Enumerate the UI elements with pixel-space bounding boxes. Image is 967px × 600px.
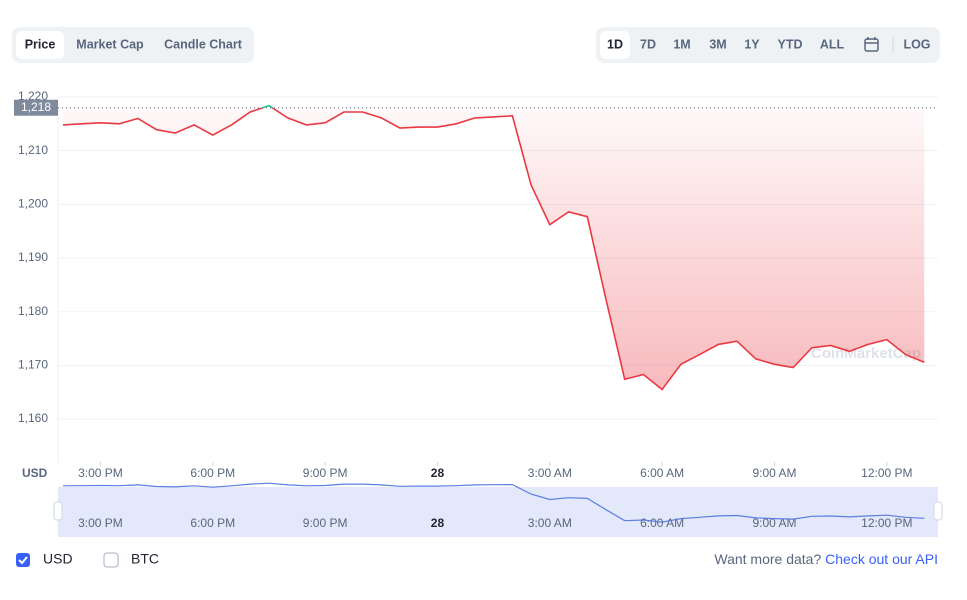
range-bar [596, 27, 940, 63]
footer-text: Want more data? [714, 551, 821, 567]
x-tick-label: 12:00 PM [861, 466, 912, 480]
y-tick-label: 1,220 [18, 89, 48, 103]
nav-tick-label: 6:00 AM [640, 516, 684, 530]
check-mark [18, 556, 28, 565]
nav-handle[interactable] [53, 501, 63, 521]
y-tick-label: 1,170 [18, 358, 48, 372]
range-button[interactable]: 7D [640, 37, 656, 51]
range-button[interactable]: 1D [607, 37, 623, 51]
range-active [600, 31, 630, 59]
nav-line [62, 482, 925, 523]
currency-label[interactable]: USD [43, 551, 73, 567]
navigator [58, 487, 938, 537]
nav-tick-label: 9:00 PM [303, 516, 348, 530]
api-link[interactable]: Check out our API [825, 551, 938, 567]
nav-tick-label: 6:00 PM [190, 516, 235, 530]
range-button[interactable]: YTD [778, 37, 803, 51]
x-tick-label: 28 [431, 466, 445, 480]
log-button[interactable]: LOG [903, 37, 930, 51]
footer: Want more data? Check out our API [714, 551, 938, 567]
y-tick-label: 1,210 [18, 143, 48, 157]
nav-tick-label: 28 [431, 516, 445, 530]
watermark: CoinMarketCap [811, 345, 921, 362]
nav-tick-label: 3:00 AM [528, 516, 572, 530]
y-tick-label: 1,190 [18, 250, 48, 264]
y-tick-label: 1,200 [18, 197, 48, 211]
nav-handle[interactable] [933, 501, 943, 521]
range-button[interactable]: 1Y [744, 37, 760, 51]
x-tick-label: 3:00 PM [78, 466, 123, 480]
y-tick-label: 1,160 [18, 411, 48, 425]
nav-tick-label: 9:00 AM [752, 516, 796, 530]
y-axis-label: USD [22, 466, 48, 480]
reference-badge [14, 99, 58, 116]
currency-label[interactable]: BTC [131, 551, 159, 567]
nav-tick-label: 12:00 PM [861, 516, 912, 530]
x-tick-label: 6:00 PM [190, 466, 235, 480]
tab[interactable]: Price [25, 37, 56, 51]
nav-tick-label: 3:00 PM [78, 516, 123, 530]
price-line [62, 107, 925, 391]
area [63, 107, 925, 390]
range-button[interactable]: 1M [673, 37, 690, 51]
reference-label: 1,218 [21, 100, 51, 114]
tab-active [16, 31, 64, 59]
x-tick-label: 9:00 PM [303, 466, 348, 480]
tab[interactable]: Market Cap [76, 37, 144, 51]
checkbox-checked[interactable] [16, 553, 30, 567]
x-tick-label: 3:00 AM [528, 466, 572, 480]
tab[interactable]: Candle Chart [164, 37, 243, 51]
y-tick-label: 1,180 [18, 304, 48, 318]
calendar-icon[interactable] [864, 37, 879, 52]
x-tick-label: 6:00 AM [640, 466, 684, 480]
tab-bar [12, 27, 254, 63]
range-button[interactable]: 3M [709, 37, 726, 51]
x-tick-label: 9:00 AM [752, 466, 796, 480]
range-button[interactable]: ALL [820, 37, 845, 51]
checkbox[interactable] [103, 552, 119, 568]
